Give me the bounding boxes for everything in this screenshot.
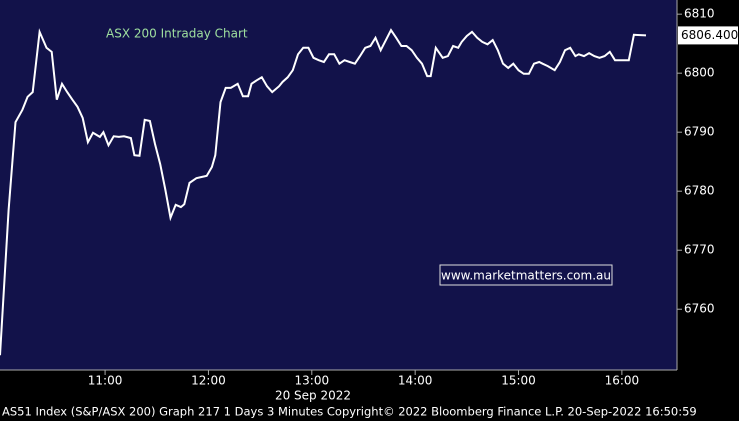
current-value-box — [678, 26, 738, 45]
x-tick-label: 16:00 — [605, 374, 640, 388]
y-tick-label: 6760 — [684, 302, 715, 316]
x-axis-label: 20 Sep 2022 — [275, 389, 351, 403]
footer: AS51 Index (S&P/ASX 200) Graph 217 1 Day… — [2, 405, 697, 419]
watermark: www.marketmatters.com.au — [441, 269, 611, 283]
chart-title: ASX 200 Intraday Chart — [106, 27, 248, 41]
y-tick-label: 6800 — [684, 66, 715, 80]
y-tick-label: 6790 — [684, 125, 715, 139]
y-tick-label: 6780 — [684, 184, 715, 198]
current-value-label: 6806.400 — [681, 28, 738, 42]
x-tick-label: 15:00 — [501, 374, 536, 388]
y-tick-label: 6770 — [684, 243, 715, 257]
watermark-box — [439, 264, 613, 286]
x-tick-label: 14:00 — [398, 374, 433, 388]
x-tick-label: 12:00 — [191, 374, 226, 388]
price-line — [0, 28, 647, 356]
x-tick-label: 11:00 — [88, 374, 123, 388]
x-tick-label: 13:00 — [295, 374, 330, 388]
y-tick-label: 6810 — [684, 7, 715, 21]
